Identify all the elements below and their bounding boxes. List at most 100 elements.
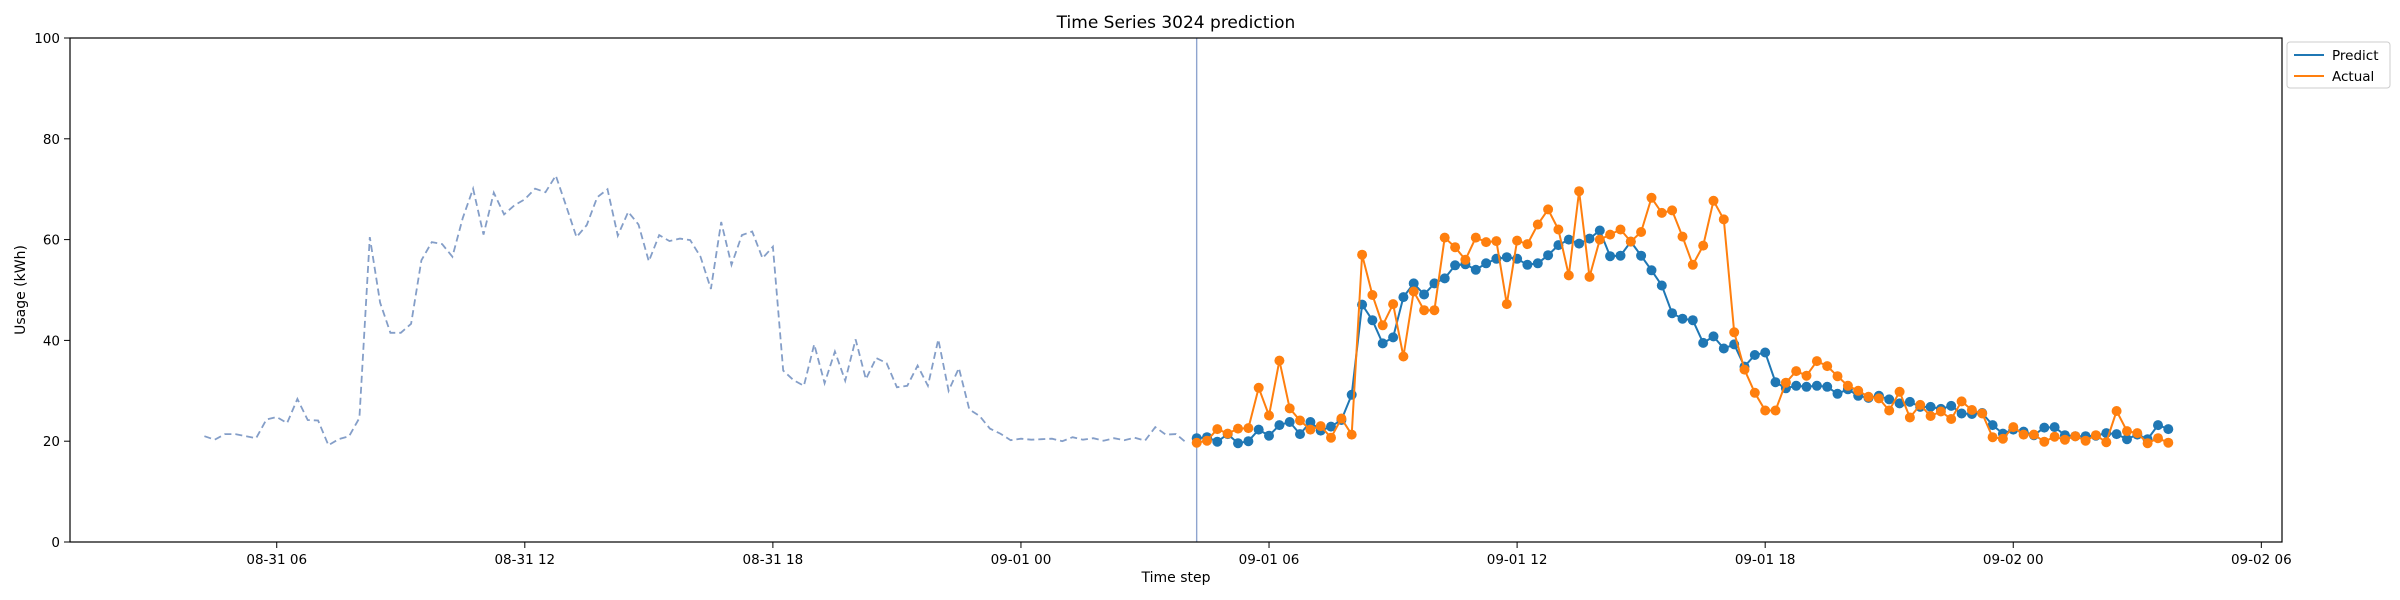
predict-point: 2024-09-01 15:30 — 50.9 bbox=[1656, 280, 1667, 291]
y-tick-label: 80 bbox=[43, 132, 60, 148]
predict-point: 2024-09-01 12:30 — 55.3 bbox=[1532, 258, 1543, 269]
actual-point: 2024-09-01 22:00 — 25 bbox=[1925, 411, 1936, 421]
actual-point: 2024-09-01 10:30 — 58.5 bbox=[1450, 242, 1461, 253]
actual-point: 2024-09-02 02:30 — 26 bbox=[2111, 406, 2122, 416]
predict-line bbox=[1196, 228, 2169, 445]
actual-point: 2024-09-01 20:00 — 31 bbox=[1842, 380, 1853, 391]
predict-point: 2024-09-01 14:15 — 56.7 bbox=[1605, 251, 1616, 262]
predict-point: 2024-09-01 12:45 — 56.9 bbox=[1543, 250, 1554, 261]
actual-layer: 2024-09-01 04:15 — 19.72024-09-01 04:30 … bbox=[1191, 186, 2174, 449]
predict-point: 2024-09-01 14:30 — 56.8 bbox=[1615, 250, 1626, 261]
actual-point: 2024-09-01 23:15 — 25.5 bbox=[1977, 408, 1988, 419]
actual-point: 2024-09-01 16:45 — 67.7 bbox=[1708, 195, 1719, 206]
actual-point: 2024-09-01 08:30 — 49 bbox=[1367, 290, 1378, 300]
actual-point: 2024-09-02 03:15 — 19.6 bbox=[2142, 438, 2153, 449]
actual-point: 2024-09-02 00:15 — 21.3 bbox=[2018, 429, 2029, 440]
actual-point: 2024-09-01 08:15 — 57 bbox=[1357, 249, 1368, 260]
actual-point: 2024-09-01 05:30 — 22.6 bbox=[1243, 423, 1254, 434]
predict-point: 2024-09-01 13:15 — 60 bbox=[1563, 234, 1574, 245]
actual-point: 2024-09-01 16:30 — 58.8 bbox=[1698, 240, 1709, 251]
actual-point: 2024-09-01 14:30 — 62 bbox=[1615, 224, 1626, 235]
predict-point: 2024-09-01 06:15 — 23.2 bbox=[1274, 420, 1285, 431]
predict-point: 2024-09-01 19:15 — 31 bbox=[1811, 380, 1822, 391]
actual-point: 2024-09-01 19:15 — 35.9 bbox=[1811, 356, 1822, 367]
predict-point: 2024-09-01 16:15 — 44 bbox=[1687, 315, 1698, 326]
predict-point: 2024-09-01 19:30 — 30.8 bbox=[1822, 381, 1833, 392]
predict-point: 2024-09-01 21:30 — 27.8 bbox=[1904, 396, 1915, 407]
actual-point: 2024-09-01 05:00 — 21.5 bbox=[1222, 428, 1233, 439]
x-axis-label: Time step bbox=[1141, 570, 1211, 586]
actual-point: 2024-09-01 04:15 — 19.7 bbox=[1191, 437, 1202, 448]
predict-point: 2024-09-01 07:30 — 22.9 bbox=[1326, 421, 1336, 432]
history-line bbox=[204, 173, 1187, 447]
predict-point: 2024-09-01 11:00 — 54 bbox=[1470, 264, 1481, 275]
predict-point: 2024-09-01 09:30 — 51.3 bbox=[1408, 278, 1419, 289]
predict-point: 2024-09-01 09:15 — 48.6 bbox=[1398, 292, 1409, 303]
x-axis: 08-31 06 08-31 12 08-31 18 09-01 00 09-01 06… bbox=[246, 542, 2292, 568]
actual-point: 2024-09-01 13:45 — 52.6 bbox=[1584, 271, 1595, 282]
actual-point: 2024-09-02 00:45 — 19.9 bbox=[2039, 436, 2050, 447]
predict-point: 2024-09-01 22:45 — 25.5 bbox=[1956, 408, 1967, 419]
predict-point: 2024-09-02 03:45 — 22.4 bbox=[2163, 424, 2174, 435]
actual-point: 2024-09-01 15:30 — 65.3 bbox=[1656, 207, 1667, 218]
actual-point: 2024-09-01 21:45 — 27.2 bbox=[1915, 399, 1926, 410]
predict-point: 2024-09-01 16:30 — 39.5 bbox=[1698, 337, 1709, 348]
actual-point: 2024-09-01 08:45 — 43 bbox=[1377, 320, 1388, 331]
y-tick-label: 0 bbox=[51, 535, 60, 551]
y-tick-label: 60 bbox=[43, 233, 60, 249]
predict-point: 2024-09-01 09:00 — 40.6 bbox=[1388, 332, 1399, 343]
actual-point: 2024-09-01 16:00 — 60.6 bbox=[1677, 231, 1688, 242]
actual-point: 2024-09-01 16:15 — 55 bbox=[1687, 259, 1698, 270]
predict-point: 2024-09-01 04:45 — 19.9 bbox=[1212, 436, 1223, 447]
actual-point: 2024-09-01 21:30 — 24.7 bbox=[1904, 412, 1915, 423]
actual-point: 2024-09-01 13:00 — 62 bbox=[1553, 224, 1564, 235]
predict-point: 2024-09-01 11:45 — 56.5 bbox=[1501, 252, 1512, 263]
actual-point: 2024-09-01 07:15 — 23 bbox=[1315, 421, 1326, 432]
actual-point: 2024-09-01 18:45 — 33.9 bbox=[1791, 366, 1802, 377]
x-tick-label: 09-01 12 bbox=[1487, 552, 1548, 568]
predict-point: 2024-09-01 13:45 — 60.2 bbox=[1584, 233, 1595, 244]
actual-point: 2024-09-01 07:30 — 20.7 bbox=[1326, 432, 1336, 443]
predict-point: 2024-09-01 10:15 — 52.3 bbox=[1439, 273, 1450, 284]
predict-point: 2024-09-01 09:45 — 49.1 bbox=[1419, 289, 1430, 300]
actual-point: 2024-09-02 02:45 — 22 bbox=[2122, 426, 2132, 437]
predict-point: 2024-09-01 10:30 — 54.9 bbox=[1450, 260, 1461, 271]
predict-point: 2024-09-01 23:30 — 23.2 bbox=[1987, 420, 1998, 431]
actual-point: 2024-09-01 22:30 — 24.4 bbox=[1946, 414, 1957, 424]
predict-point: 2024-09-02 02:45 — 20.4 bbox=[2122, 434, 2132, 445]
actual-point: 2024-09-01 20:15 — 30 bbox=[1853, 385, 1864, 396]
actual-point: 2024-09-02 01:30 — 21 bbox=[2070, 431, 2081, 442]
y-tick-label: 20 bbox=[43, 434, 60, 450]
actual-point: 2024-09-01 21:15 — 29.8 bbox=[1894, 386, 1905, 397]
x-tick-label: 09-02 00 bbox=[1983, 552, 2044, 568]
actual-point: 2024-09-01 14:00 — 60 bbox=[1594, 234, 1605, 245]
x-tick-label: 09-01 18 bbox=[1735, 552, 1796, 568]
actual-point: 2024-09-01 19:45 — 32.9 bbox=[1832, 371, 1843, 382]
actual-point: 2024-09-01 22:45 — 27.9 bbox=[1956, 396, 1967, 407]
predict-point: 2024-09-02 00:45 — 22.7 bbox=[2039, 422, 2050, 433]
actual-point: 2024-09-02 00:30 — 21.3 bbox=[2028, 429, 2039, 440]
predict-point: 2024-09-01 17:45 — 37.1 bbox=[1749, 350, 1760, 360]
actual-point: 2024-09-01 17:00 — 64 bbox=[1718, 214, 1729, 225]
actual-point: 2024-09-01 18:00 — 26.1 bbox=[1760, 405, 1771, 416]
predict-point: 2024-09-01 05:15 — 19.6 bbox=[1233, 438, 1243, 449]
y-tick-label: 40 bbox=[43, 333, 60, 349]
actual-point: 2024-09-02 03:30 — 20.6 bbox=[2153, 433, 2163, 444]
actual-point: 2024-09-01 15:15 — 68.3 bbox=[1646, 192, 1657, 203]
actual-point: 2024-09-01 23:45 — 20.5 bbox=[1997, 433, 2008, 444]
actual-point: 2024-09-01 14:45 — 59.6 bbox=[1625, 236, 1636, 247]
predict-point: 2024-09-01 15:15 — 53.9 bbox=[1646, 265, 1657, 276]
predict-point: 2024-09-01 06:00 — 21.1 bbox=[1264, 430, 1274, 441]
predict-point: 2024-09-01 14:00 — 61.8 bbox=[1594, 225, 1605, 236]
actual-point: 2024-09-01 04:30 — 20.1 bbox=[1202, 435, 1212, 446]
actual-point: 2024-09-01 21:00 — 26.1 bbox=[1884, 405, 1895, 416]
actual-point: 2024-09-01 15:45 — 65.8 bbox=[1667, 205, 1678, 216]
predict-point: 2024-09-01 07:00 — 23.8 bbox=[1305, 417, 1316, 427]
actual-point: 2024-09-01 08:00 — 21.3 bbox=[1346, 429, 1357, 440]
actual-point: 2024-09-01 11:30 — 59.7 bbox=[1491, 236, 1502, 247]
actual-point: 2024-09-02 01:45 — 20.1 bbox=[2080, 435, 2091, 446]
actual-point: 2024-09-01 12:30 — 63 bbox=[1532, 219, 1543, 230]
actual-point: 2024-09-01 11:45 — 47.2 bbox=[1501, 299, 1512, 310]
